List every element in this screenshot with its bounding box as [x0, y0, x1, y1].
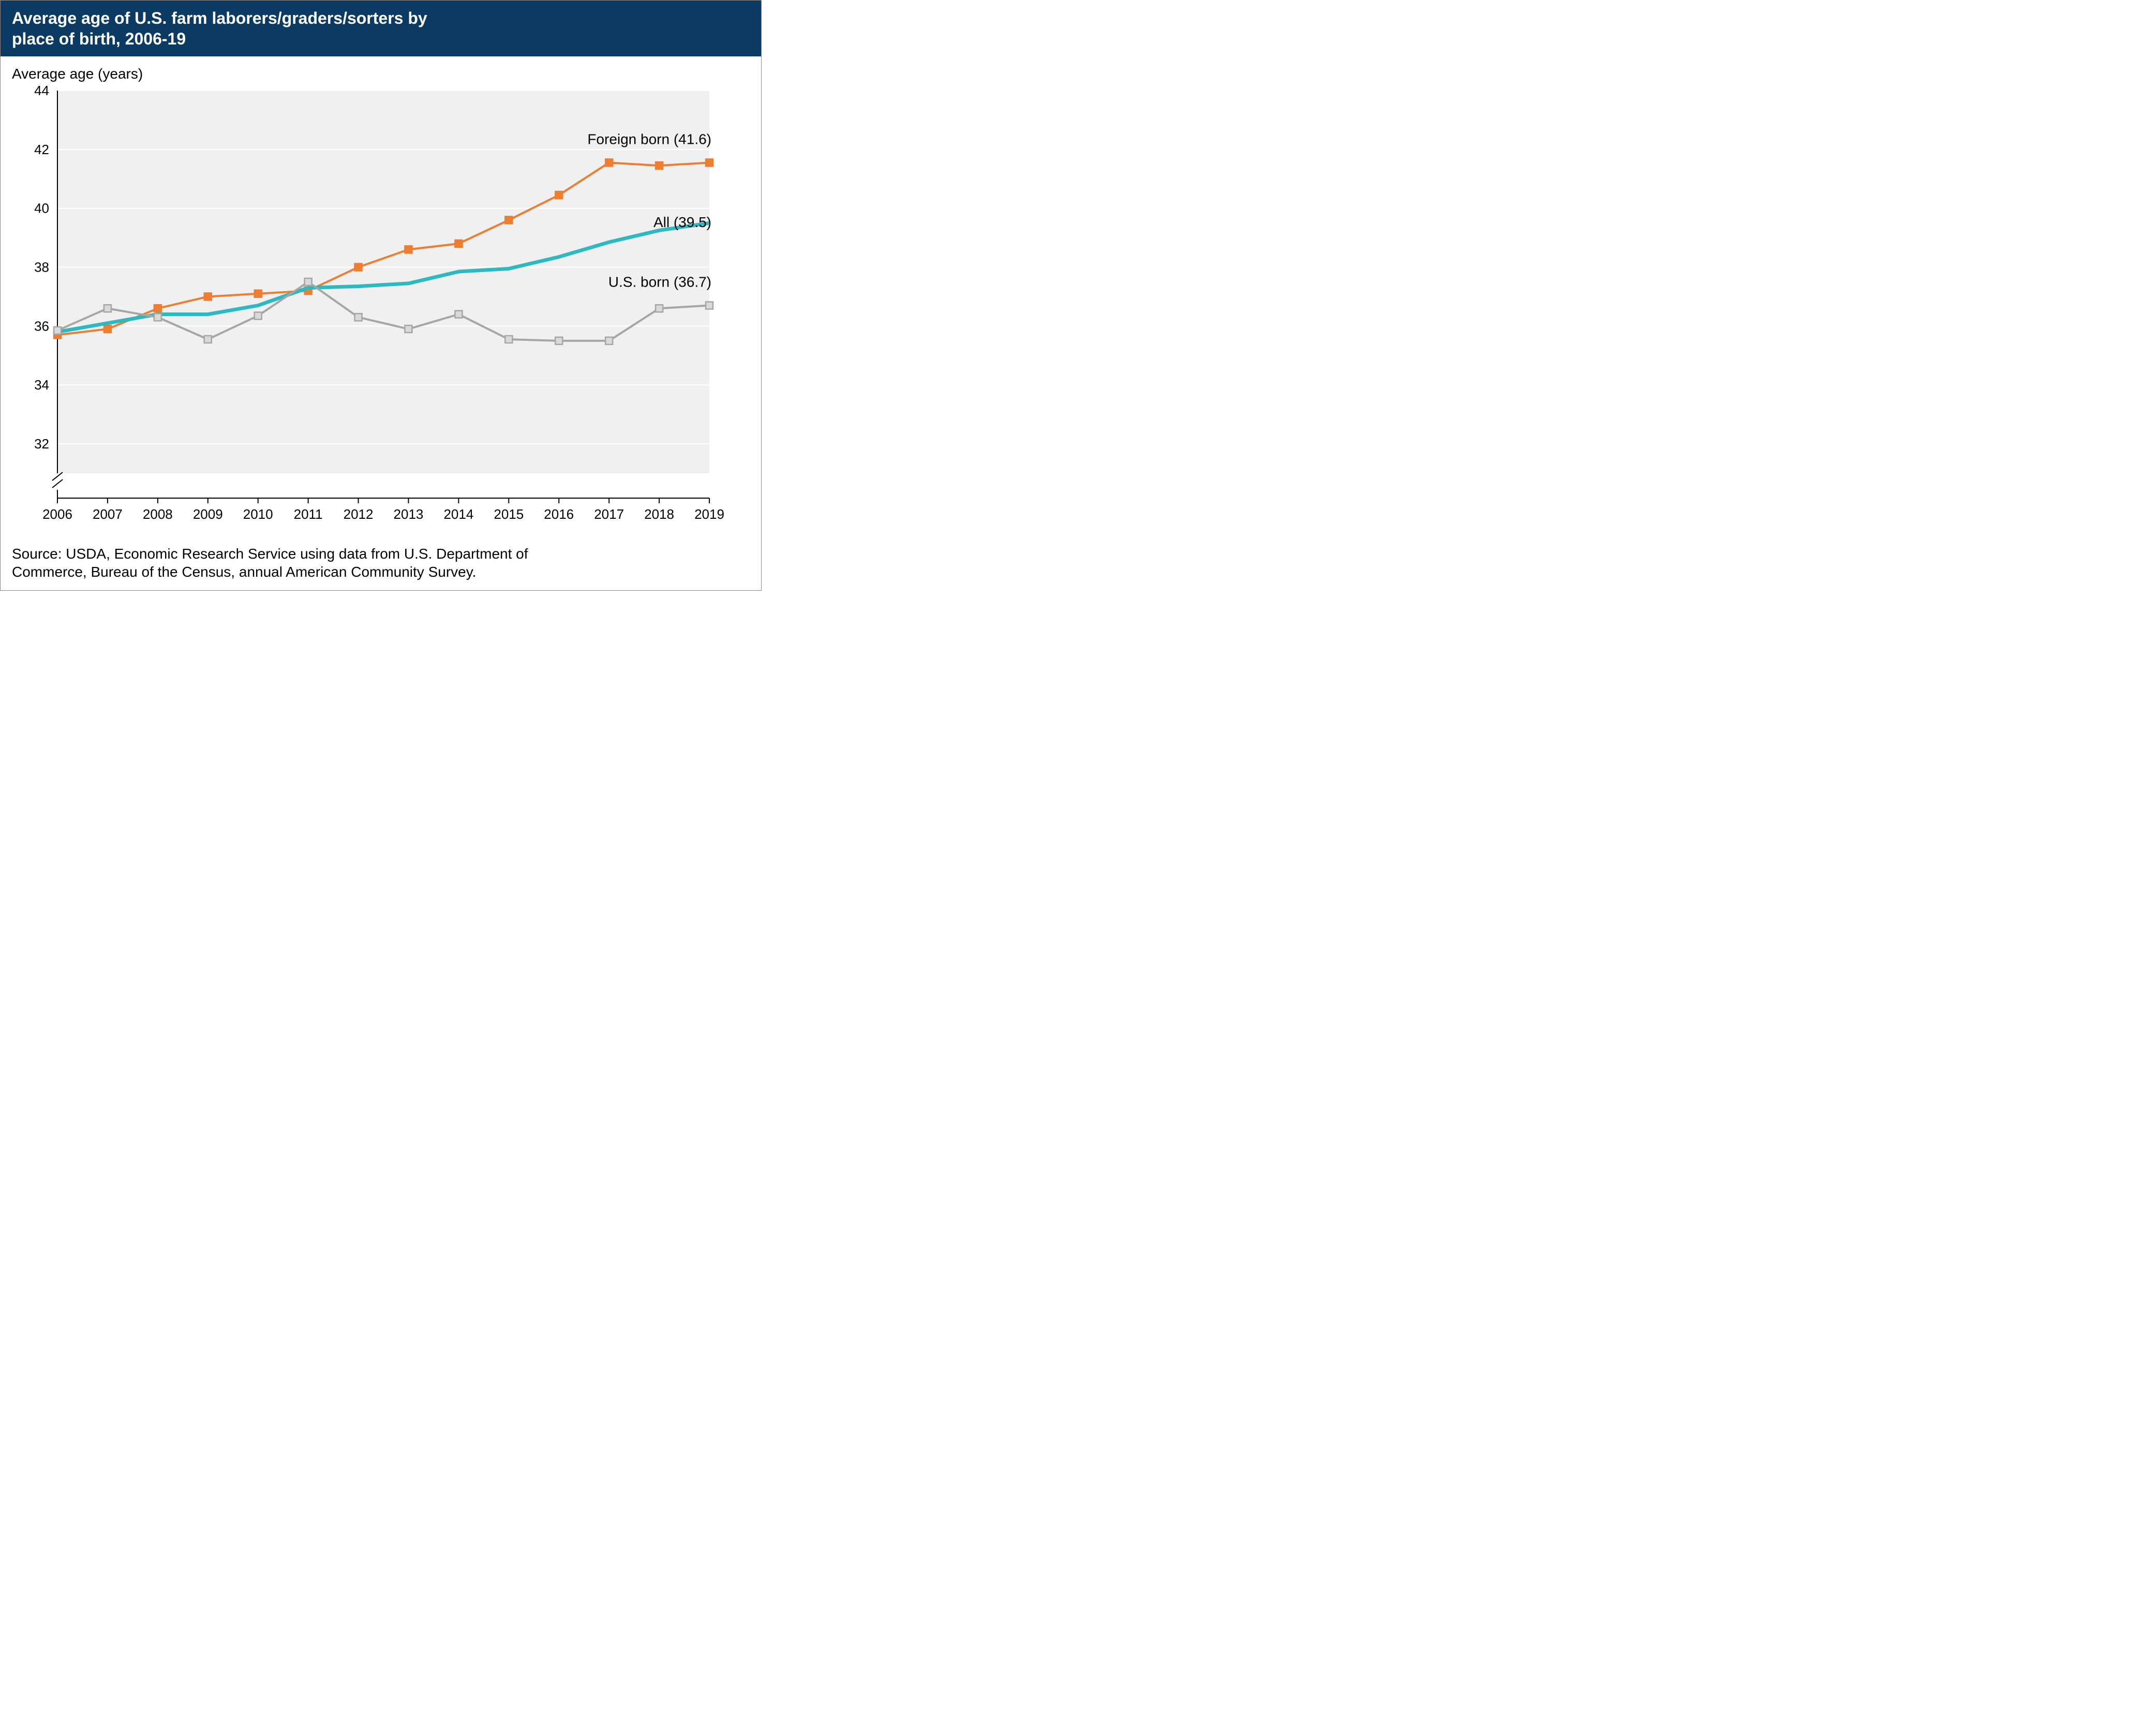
x-tick-label: 2016: [544, 506, 574, 522]
title-line-1: Average age of U.S. farm laborers/grader…: [12, 8, 750, 28]
marker-usborn: [405, 325, 412, 333]
marker-usborn: [305, 278, 312, 286]
marker-foreign: [555, 191, 562, 199]
series-label-all: All (39.5): [653, 214, 711, 230]
y-tick-label: 38: [34, 260, 49, 275]
title-line-2: place of birth, 2006-19: [12, 28, 750, 49]
marker-foreign: [656, 162, 663, 169]
x-tick-label: 2019: [694, 506, 724, 522]
x-tick-label: 2007: [93, 506, 123, 522]
y-tick-label: 36: [34, 318, 49, 334]
chart-body: Average age (years) 32 34 36 38 40 42 44 2006 20…: [1, 56, 761, 541]
x-tick-label: 2009: [193, 506, 223, 522]
marker-usborn: [455, 311, 462, 318]
y-tick-label: 44: [34, 85, 49, 98]
marker-foreign: [405, 246, 412, 253]
source-citation: Source: USDA, Economic Research Service …: [1, 541, 761, 590]
y-tick-label: 40: [34, 201, 49, 216]
x-tick-label: 2012: [344, 506, 374, 522]
marker-foreign: [154, 305, 161, 312]
x-tick-label: 2017: [594, 506, 624, 522]
marker-usborn: [104, 305, 111, 312]
x-tick-label: 2011: [294, 506, 323, 522]
x-tick-label: 2006: [42, 506, 72, 522]
marker-usborn: [204, 336, 212, 343]
marker-foreign: [505, 216, 512, 223]
x-tick-label: 2013: [394, 506, 424, 522]
x-tick-label: 2018: [644, 506, 674, 522]
marker-usborn: [54, 327, 61, 334]
marker-foreign: [706, 159, 713, 166]
marker-usborn: [255, 312, 262, 319]
marker-usborn: [656, 305, 663, 312]
axis-break: [52, 479, 63, 488]
marker-foreign: [104, 325, 111, 333]
marker-foreign: [605, 159, 613, 166]
y-tick-label: 34: [34, 377, 49, 393]
x-tick-label: 2014: [443, 506, 473, 522]
x-tick-label: 2010: [243, 506, 273, 522]
marker-usborn: [505, 336, 512, 343]
chart-container: Average age of U.S. farm laborers/grader…: [0, 0, 762, 591]
source-line-1: Source: USDA, Economic Research Service …: [12, 545, 750, 563]
marker-foreign: [355, 264, 362, 271]
series-label-foreign: Foreign born (41.6): [587, 131, 711, 147]
marker-foreign: [255, 290, 262, 297]
marker-usborn: [555, 337, 562, 344]
axis-break: [52, 472, 63, 481]
series-label-usborn: U.S. born (36.7): [608, 274, 711, 290]
marker-foreign: [455, 240, 462, 247]
marker-usborn: [355, 313, 362, 321]
marker-usborn: [706, 302, 713, 309]
x-tick-label: 2008: [143, 506, 173, 522]
y-tick-label: 42: [34, 142, 49, 157]
source-line-2: Commerce, Bureau of the Census, annual A…: [12, 563, 750, 581]
marker-usborn: [605, 337, 613, 344]
marker-usborn: [154, 313, 161, 321]
chart-title: Average age of U.S. farm laborers/grader…: [1, 1, 761, 56]
y-axis-label: Average age (years): [12, 66, 750, 82]
x-tick-label: 2015: [494, 506, 524, 522]
marker-foreign: [204, 293, 212, 300]
y-tick-label: 32: [34, 436, 49, 452]
line-chart: 32 34 36 38 40 42 44 2006 2007 2008 2009 2010 2011 20…: [12, 85, 751, 535]
